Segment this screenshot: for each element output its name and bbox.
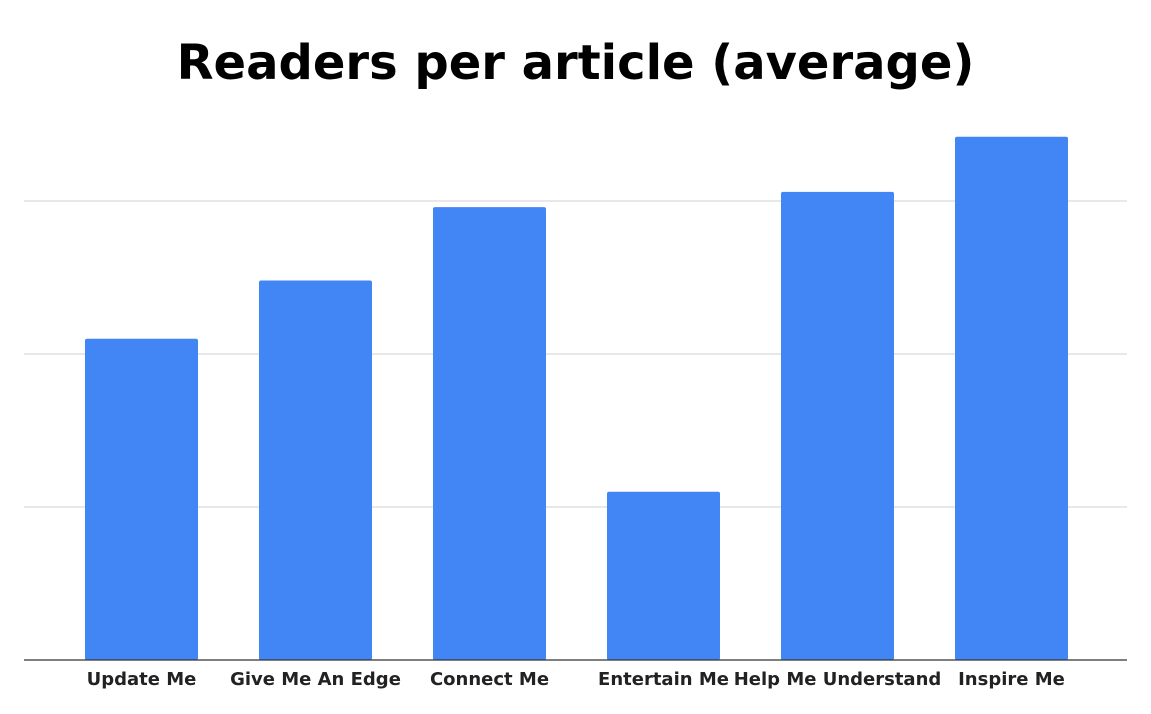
- gridlines: [24, 200, 1127, 508]
- bar-entertain-me: [607, 491, 720, 660]
- bar-give-me-an-edge: [259, 280, 372, 660]
- x-tick-labels: Update Me Give Me An Edge Connect Me Entert…: [87, 669, 1065, 690]
- bar-inspire-me: [955, 136, 1068, 661]
- bar-help-me-understand: [781, 191, 894, 660]
- chart-title: Readers per article (average): [176, 35, 975, 91]
- bar-update-me: [85, 338, 198, 660]
- x-tick-label: Inspire Me: [958, 669, 1065, 690]
- x-tick-label: Help Me Understand: [734, 669, 942, 690]
- bars: [85, 136, 1068, 661]
- x-tick-label: Update Me: [87, 669, 197, 690]
- x-tick-label: Give Me An Edge: [230, 669, 401, 690]
- bar-connect-me: [433, 207, 546, 660]
- x-tick-label: Entertain Me: [598, 669, 729, 690]
- x-tick-label: Connect Me: [430, 669, 549, 690]
